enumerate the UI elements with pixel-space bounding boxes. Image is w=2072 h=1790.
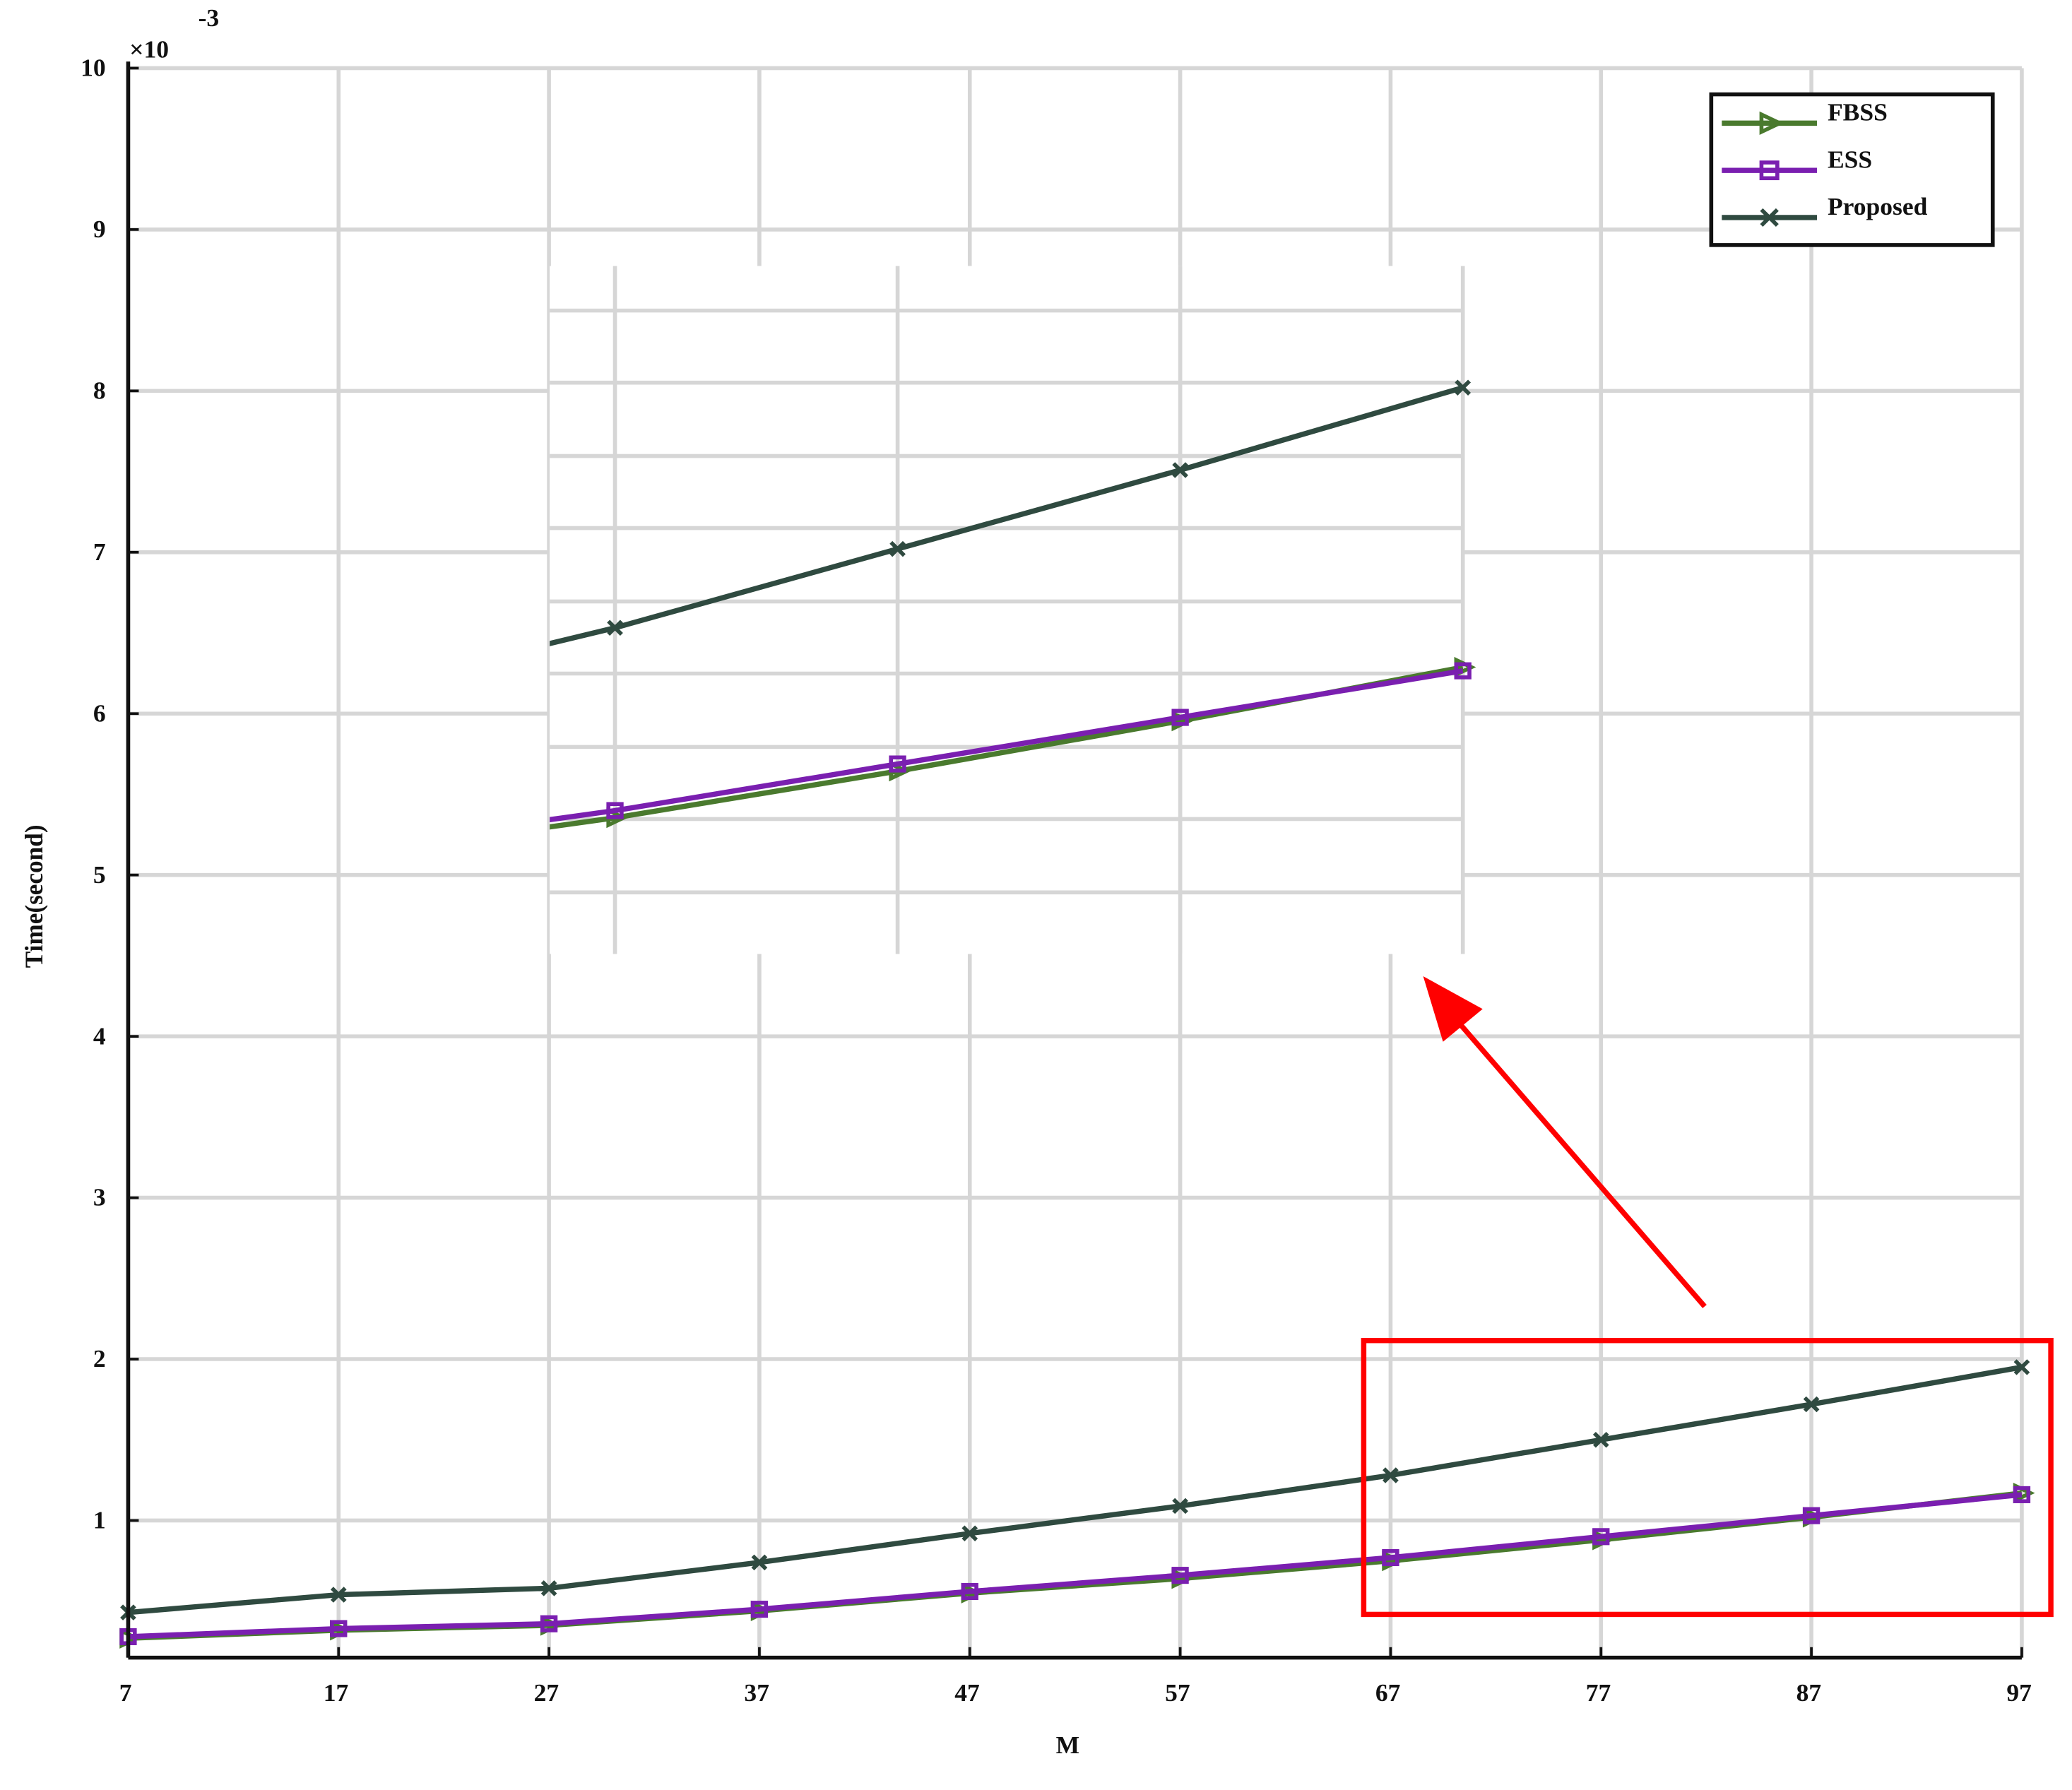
- marker: [1592, 1431, 1609, 1448]
- marker: [961, 1582, 978, 1601]
- series-line: [550, 664, 1464, 830]
- y-tick-label: 1: [93, 1506, 106, 1534]
- marker: [330, 1620, 348, 1637]
- marker: [540, 1580, 557, 1596]
- scale-label: ×10: [129, 35, 169, 64]
- y-tick-label: 6: [93, 699, 106, 728]
- x-tick-label: 67: [1375, 1678, 1401, 1707]
- marker: [961, 1525, 978, 1541]
- legend-marker: [1759, 160, 1780, 181]
- y-tick-label: 3: [93, 1183, 106, 1211]
- series-line: [550, 668, 1464, 823]
- legend-marker: [1759, 111, 1784, 136]
- marker: [1592, 1528, 1610, 1546]
- y-tick-label: 8: [93, 377, 106, 405]
- x-tick-label: 87: [1796, 1678, 1822, 1707]
- legend-marker: [1760, 208, 1779, 227]
- marker: [330, 1587, 347, 1603]
- legend-label: ESS: [1828, 146, 1872, 174]
- legend-marker: [1760, 208, 1779, 227]
- x-tick-label: 17: [324, 1678, 349, 1707]
- x-axis-label: M: [1056, 1731, 1080, 1759]
- zoom-arrow: [1445, 1007, 1707, 1308]
- x-tick-label: 27: [534, 1678, 560, 1707]
- marker: [1171, 1567, 1189, 1584]
- series-line: [550, 385, 1464, 646]
- y-tick-label: 10: [81, 54, 106, 82]
- x-tick-label: 37: [744, 1678, 769, 1707]
- marker: [1172, 1498, 1188, 1515]
- marker: [889, 540, 906, 557]
- x-tick-label: 77: [1586, 1678, 1611, 1707]
- legend-marker: [1759, 160, 1780, 181]
- marker: [1803, 1396, 1820, 1413]
- x-tick-label: 47: [954, 1678, 980, 1707]
- marker: [1454, 662, 1472, 680]
- marker: [2013, 1486, 2031, 1503]
- x-tick-label: 57: [1165, 1678, 1190, 1707]
- marker: [1383, 1467, 1399, 1483]
- y-tick-label: 5: [93, 860, 106, 889]
- marker: [606, 802, 624, 819]
- marker: [889, 755, 906, 773]
- zoom-box: [1361, 1338, 2054, 1618]
- marker: [1802, 1507, 1821, 1524]
- marker: [750, 1601, 769, 1618]
- legend-label: FBSS: [1828, 98, 1888, 126]
- marker: [540, 1615, 558, 1632]
- x-tick-label: 97: [2006, 1678, 2032, 1707]
- y-tick-label: 9: [93, 215, 106, 243]
- zoom-arrow-head: [1423, 976, 1483, 1042]
- marker: [1171, 709, 1189, 726]
- marker: [2013, 1359, 2030, 1375]
- y-axis-label: Time(second): [20, 824, 48, 968]
- marker: [1382, 1548, 1399, 1567]
- series-line: [128, 1364, 2023, 1616]
- marker: [43, 750, 57, 764]
- series-line: [128, 1492, 2023, 1640]
- marker: [1455, 379, 1472, 396]
- marker: [1172, 462, 1188, 478]
- marker: [751, 1554, 768, 1571]
- y-tick-label: 2: [93, 1344, 106, 1373]
- y-tick-label: 4: [93, 1021, 106, 1050]
- scale-exponent: -3: [199, 4, 220, 32]
- x-tick-label: 7: [119, 1678, 132, 1707]
- y-tick-label: 7: [93, 538, 106, 566]
- legend-label: Proposed: [1828, 192, 1928, 220]
- marker: [607, 620, 623, 636]
- legend-marker: [1759, 111, 1784, 136]
